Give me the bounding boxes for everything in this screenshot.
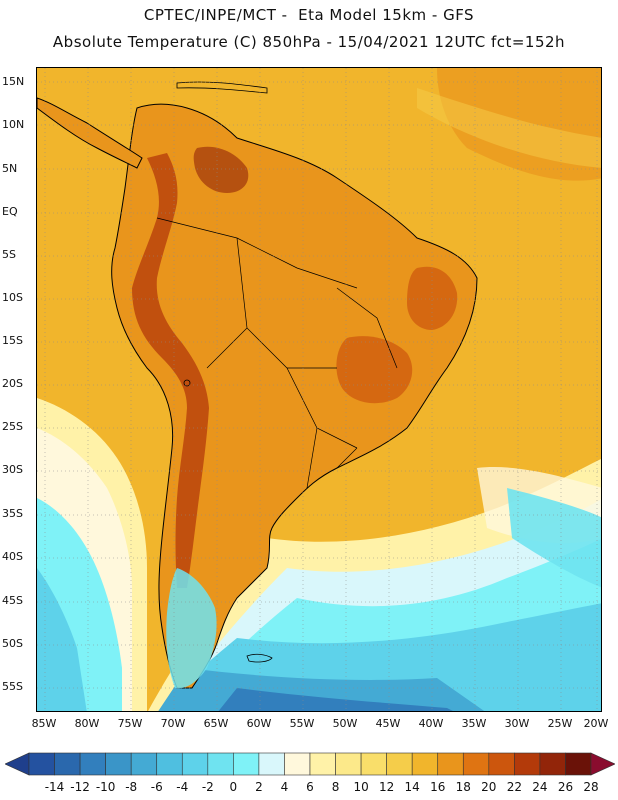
patagonia-cool-zone	[166, 568, 217, 689]
colorbar-swatch	[54, 752, 81, 776]
yellow-band-north	[417, 88, 601, 168]
lon-label: 55W	[289, 717, 315, 730]
colorbar-swatch	[386, 752, 413, 776]
lon-label: 80W	[74, 717, 100, 730]
lon-label: 20W	[583, 717, 609, 730]
lat-label: 25S	[2, 420, 23, 433]
colorbar	[5, 752, 615, 776]
colorbar-low-arrow	[5, 752, 30, 776]
lat-label: 20S	[2, 377, 23, 390]
colorbar-swatch	[411, 752, 439, 776]
temperature-map	[36, 67, 602, 712]
lat-label: 55S	[2, 680, 23, 693]
colorbar-swatch	[565, 752, 592, 776]
andes-hot-spine	[132, 153, 209, 588]
colorbar-swatch	[28, 752, 55, 776]
colorbar-swatch	[130, 752, 158, 776]
brazil-hot-patch-1	[336, 336, 413, 404]
colorbar-swatch	[105, 752, 132, 776]
chart-title-line1: CPTEC/INPE/MCT - Eta Model 15km - GFS	[143, 6, 475, 24]
lon-label: 60W	[246, 717, 272, 730]
lon-label: 40W	[418, 717, 444, 730]
colorbar-tick-label: 18	[455, 780, 471, 794]
colorbar-swatch	[488, 752, 515, 776]
lat-label: 15N	[2, 75, 25, 88]
lon-label: 30W	[504, 717, 530, 730]
lat-label: 30S	[2, 463, 23, 476]
map-canvas	[37, 68, 601, 711]
pacific-blue-zone	[37, 568, 87, 711]
colorbar-swatch	[309, 752, 336, 776]
colorbar-tick-label: 14	[404, 780, 420, 794]
colorbar-swatch	[437, 752, 464, 776]
colorbar-tick-label: 4	[280, 780, 289, 794]
colorbar-swatch	[258, 752, 285, 776]
colorbar-tick-label: 26	[557, 780, 574, 794]
colorbar-tick-label: 22	[506, 780, 522, 794]
colorbar-swatch	[284, 752, 311, 776]
colorbar-tick-label: 8	[331, 780, 340, 794]
lon-label: 75W	[117, 717, 143, 730]
colorbar-high-arrow	[590, 752, 615, 776]
southern-darkest-zone	[218, 688, 453, 711]
colorbar-tick-label: -2	[201, 780, 214, 794]
brazil-hot-patch-2	[407, 266, 458, 330]
colorbar-tick-label: -6	[150, 780, 163, 794]
lat-label: 10S	[2, 291, 23, 304]
colorbar-swatch	[539, 752, 566, 776]
lat-label: 5N	[2, 162, 18, 175]
colorbar-tick-label: 2	[255, 780, 263, 794]
colorbar-tick-label: 12	[378, 780, 395, 794]
colorbar-swatch	[181, 752, 209, 776]
lon-label: 45W	[375, 717, 401, 730]
east-atlantic-cyan	[507, 488, 601, 588]
colorbar-tick-label: -12	[70, 780, 90, 794]
falkland-islands	[246, 653, 273, 663]
colorbar-tick-label: 10	[353, 780, 369, 794]
lat-label: 5S	[2, 248, 16, 261]
colorbar-swatch	[79, 752, 106, 776]
colorbar-tick-label: 16	[430, 780, 446, 794]
central-america-land	[37, 97, 143, 169]
colorbar-swatch	[207, 752, 234, 776]
colorbar-tick-label: 28	[583, 780, 599, 794]
lat-label: EQ	[2, 205, 18, 218]
lon-label: 65W	[203, 717, 229, 730]
lat-label: 40S	[2, 550, 23, 563]
lake-marker	[183, 379, 191, 387]
colorbar-tick-label: -8	[125, 780, 138, 794]
lon-label: 25W	[547, 717, 573, 730]
colorbar-swatch	[335, 752, 362, 776]
colorbar-swatch	[233, 752, 260, 776]
caribbean-islands	[176, 81, 268, 94]
lat-label: 50S	[2, 637, 23, 650]
colorbar-tick-label: -4	[176, 780, 189, 794]
colorbar-swatch	[156, 752, 183, 776]
south-america-land	[111, 103, 478, 689]
colorbar-tick-label: -14	[44, 780, 65, 794]
colorbar-swatch	[360, 752, 387, 776]
north-hot-patch	[193, 146, 249, 193]
colorbar-tick-label: -10	[95, 780, 116, 794]
lat-label: 15S	[2, 334, 23, 347]
chart-title-line2: Absolute Temperature (C) 850hPa - 15/04/…	[52, 33, 566, 51]
colorbar-tick-label: 20	[481, 780, 497, 794]
colorbar-swatch	[514, 752, 541, 776]
lon-label: 70W	[160, 717, 186, 730]
lat-label: 35S	[2, 507, 23, 520]
lon-label: 85W	[31, 717, 57, 730]
lon-label: 50W	[332, 717, 358, 730]
colorbar-tick-label: 6	[306, 780, 314, 794]
lon-label: 35W	[461, 717, 487, 730]
lat-label: 45S	[2, 594, 23, 607]
colorbar-tick-label: 24	[532, 780, 548, 794]
lat-label: 10N	[2, 118, 25, 131]
colorbar-swatch	[462, 752, 490, 776]
colorbar-tick-label: 0	[229, 780, 238, 794]
